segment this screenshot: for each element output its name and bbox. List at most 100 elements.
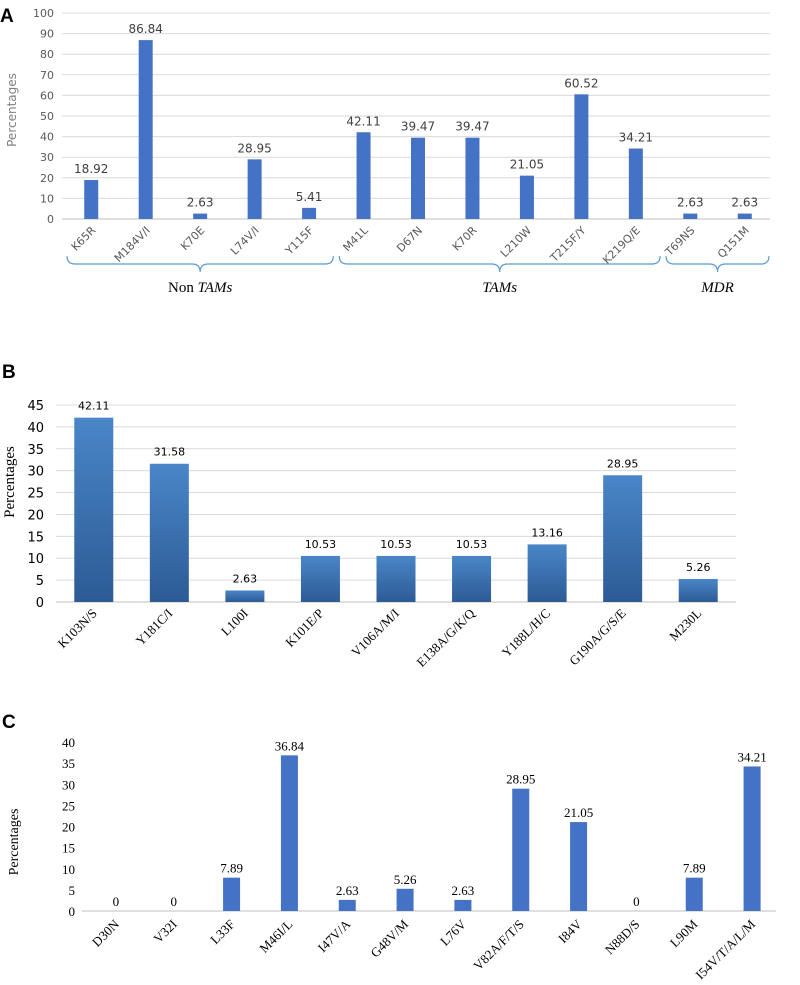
group-brace [665,255,770,273]
bar [685,877,703,911]
category-label: I54V/T/A/L/M [692,916,758,982]
y-tick-label: 10 [62,862,75,877]
data-label: 5.26 [686,561,711,574]
y-tick-label: 60 [40,89,54,102]
category-label: Q151M [715,224,752,261]
y-tick-label: 0 [69,904,76,919]
bar [628,148,643,219]
data-label: 18.92 [74,162,108,176]
data-label: 39.47 [455,120,489,134]
y-axis-label-b: Percentages [2,446,18,518]
bar [84,180,99,219]
y-axis-label-a: Percentages [5,73,19,147]
bar [411,137,425,219]
category-label: K70R [450,224,480,254]
bar [356,132,371,219]
data-label: 34.21 [737,749,766,764]
bar [570,822,588,911]
data-label: 2.63 [233,572,258,585]
bar [527,544,567,602]
bar [225,590,265,602]
data-label: 42.11 [346,114,380,128]
data-label: 28.95 [607,457,639,470]
category-label: M46I/L [256,916,295,955]
group-label-italic: MDR [700,280,734,296]
data-label: 5.26 [394,872,417,887]
group-label: TAMs [482,280,517,296]
y-tick-label: 5 [36,574,44,589]
y-tick-label: 30 [40,151,54,164]
category-label: L100I [218,606,251,639]
category-label: M184V/I [112,224,153,265]
data-label: 21.05 [564,805,593,820]
bar [743,766,761,911]
y-axis-label-c: Percentages [7,809,22,876]
data-label: 7.89 [683,861,706,876]
category-label: Y188L/H/C [499,606,554,661]
chart-a: A Percentages 0 10 20 30 40 50 60 70 80 90 100 18.9… [0,6,770,296]
category-label: V82A/F/T/S [470,917,527,974]
y-tick-label: 70 [40,69,54,82]
y-tick-label: 10 [40,192,54,205]
data-label: 10.53 [380,538,412,551]
y-tick-label: 0 [36,596,44,611]
y-tick-label: 100 [33,7,54,20]
group-label-plain: Non [168,280,198,296]
data-label: 42.11 [78,400,110,413]
bar [519,175,534,219]
data-label: 10.53 [456,538,488,551]
data-label: 0 [113,894,120,909]
data-label: 31.58 [154,446,186,459]
category-label: L90M [667,916,701,950]
category-label: K65R [69,224,99,254]
data-label: 13.16 [531,526,563,539]
data-label: 28.95 [237,141,271,155]
category-label: L74V/I [228,224,262,258]
data-label: 60.52 [564,76,598,90]
group-label-italic: TAMs [482,280,517,296]
bar [512,788,530,911]
bar [300,555,340,602]
bar [465,137,480,219]
category-label: K101E/P [282,606,326,650]
y-tick-label: 15 [62,841,75,856]
category-label: M41L [341,223,372,254]
bar [376,555,416,602]
bar [678,578,718,602]
chart-c: C Percentages 0 5 10 15 20 25 30 35 40 0 D30N 0 V32I… [2,712,776,982]
bar [193,213,208,219]
bar [302,207,317,219]
bar [280,755,298,911]
y-tick-label: 35 [27,443,44,458]
bar [338,899,356,911]
y-tick-label: 80 [40,48,54,61]
y-tick-label: 35 [62,756,75,771]
y-tick-label: 30 [62,777,75,792]
bar [74,417,114,602]
bar [138,40,153,219]
category-label: Y181C/I [133,606,176,649]
category-label: I84V [555,916,585,946]
panel-letter-b: B [2,362,16,383]
category-label: V106A/M/I [348,606,402,660]
y-tick-label: 40 [62,735,75,750]
category-label: K219Q/E [600,224,643,267]
data-label: 34.21 [619,131,653,145]
bar [452,555,492,602]
y-tick-label: 25 [62,798,75,813]
category-label: T215F/Y [547,224,589,266]
data-label: 5.41 [296,190,323,204]
category-label: L76V [437,916,469,948]
data-label: 0 [633,894,640,909]
panel-letter-a: A [0,6,14,27]
y-tick-label: 40 [27,421,44,436]
category-label: K70E [178,224,207,253]
data-label: 2.63 [187,196,214,210]
y-tick-label: 15 [27,530,44,545]
bar [683,213,698,219]
category-label: L210W [498,224,534,260]
y-tick-label: 20 [40,172,54,185]
bar [603,475,643,602]
category-label: G48V/M [367,916,411,960]
data-label: 0 [171,894,178,909]
